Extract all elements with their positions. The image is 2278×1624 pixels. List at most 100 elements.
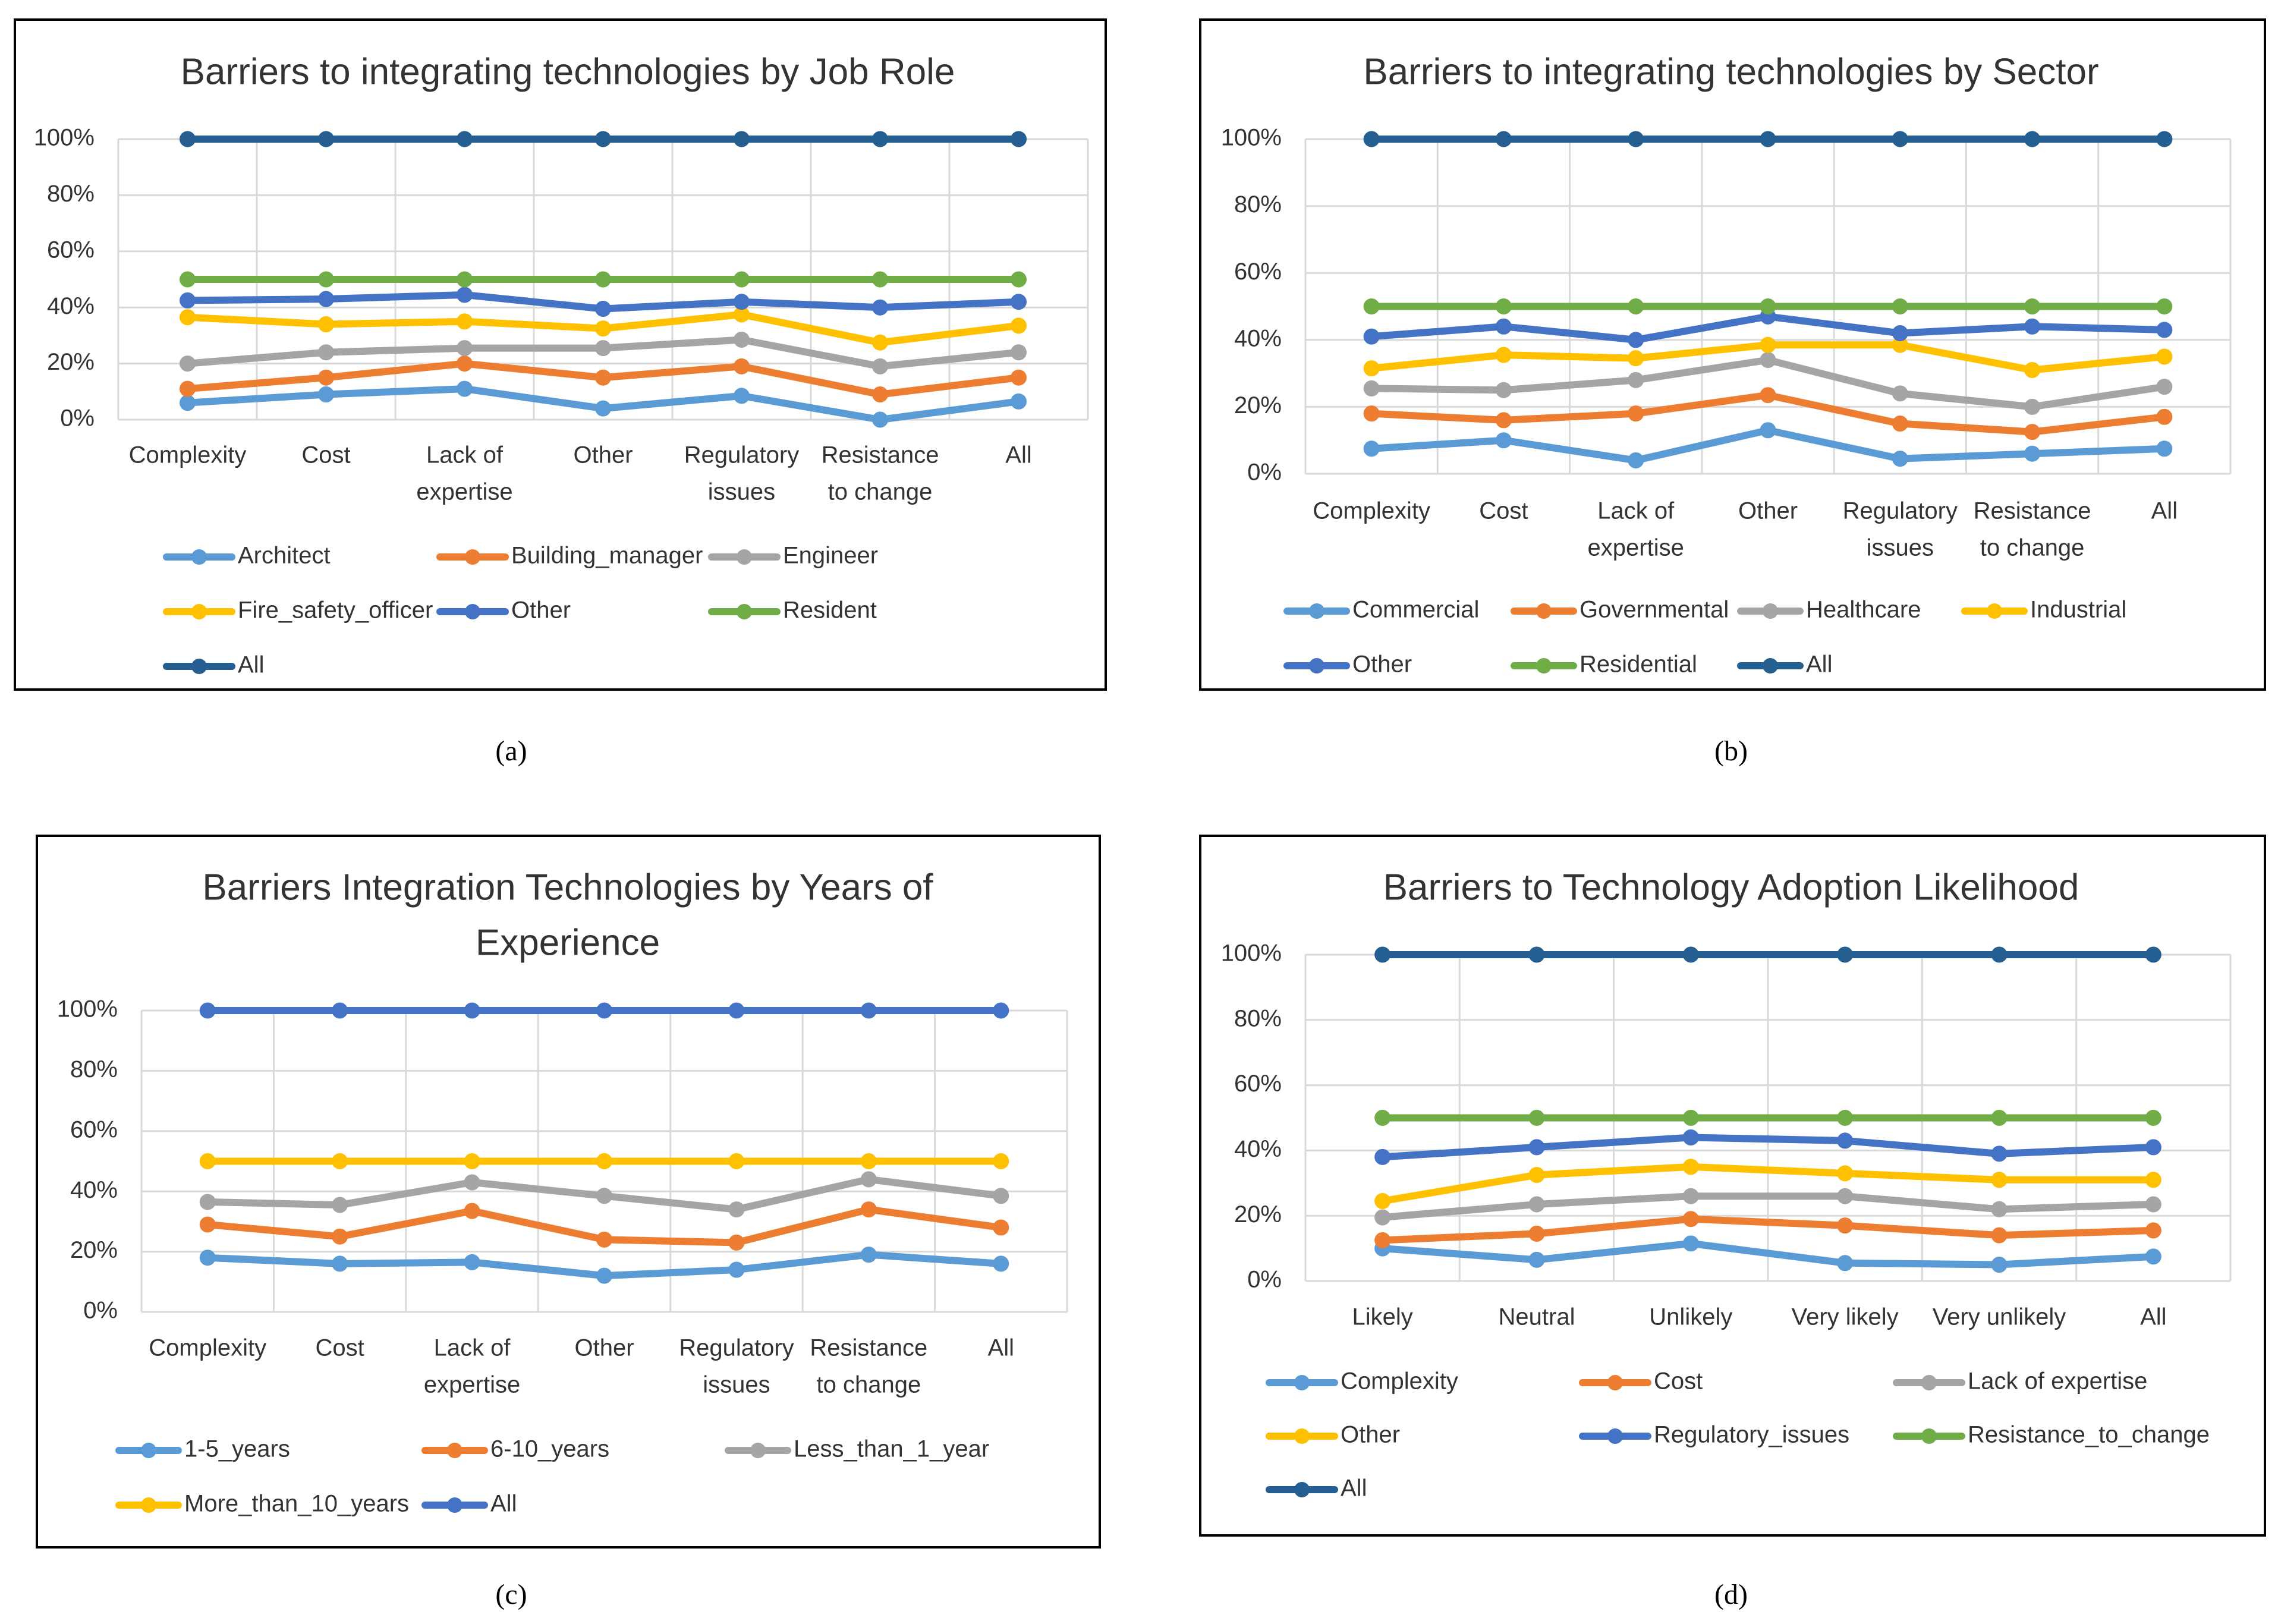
legend-label: Fire_safety_officer xyxy=(238,597,433,624)
data-point-Commercial xyxy=(2156,440,2173,457)
x-tick-label: Lack of xyxy=(1597,498,1675,524)
x-tick-label: Other xyxy=(574,1335,634,1361)
data-point-Cost xyxy=(1991,1227,2008,1244)
data-point-All xyxy=(596,1002,612,1019)
data-point-Fire_safety_officer xyxy=(872,334,888,351)
legend-swatch-marker xyxy=(191,549,207,565)
data-point-Governmental xyxy=(1363,405,1380,422)
chart-title: Barriers to integrating technologies by … xyxy=(181,51,955,92)
x-tick-label: All xyxy=(2140,1304,2166,1330)
data-point-All xyxy=(1628,131,1644,147)
data-point-Governmental xyxy=(1628,405,1644,422)
legend-swatch-marker xyxy=(1921,1375,1937,1390)
data-point-Lack of expertise xyxy=(1528,1196,1545,1213)
data-point-6-10_years xyxy=(993,1219,1009,1236)
data-point-Commercial xyxy=(1760,422,1776,439)
data-point-Other xyxy=(1011,294,1027,310)
legend-swatch-marker xyxy=(1987,603,2002,619)
data-point-Other xyxy=(1363,328,1380,345)
legend-label: Building_manager xyxy=(511,543,703,569)
data-point-Residential xyxy=(1628,298,1644,314)
x-tick-label: issues xyxy=(708,479,775,505)
data-point-Residential xyxy=(1363,298,1380,314)
data-point-6-10_years xyxy=(199,1216,216,1233)
data-point-All xyxy=(872,131,888,147)
data-point-Fire_safety_officer xyxy=(595,320,611,337)
x-tick-label: Resistance xyxy=(822,442,939,468)
y-tick-label: 80% xyxy=(47,181,95,207)
data-point-Healthcare xyxy=(2024,398,2041,415)
y-tick-label: 80% xyxy=(1234,1005,1282,1031)
data-point-Residential xyxy=(1495,298,1512,314)
legend-label: Healthcare xyxy=(1806,597,1921,623)
data-point-Building_manager xyxy=(180,380,196,397)
legend-label: Regulatory_issues xyxy=(1654,1422,1849,1448)
legend-swatch-marker xyxy=(1536,658,1552,673)
y-tick-label: 40% xyxy=(70,1177,118,1203)
data-point-Healthcare xyxy=(1495,382,1512,398)
data-point-All xyxy=(2024,131,2041,147)
data-point-All xyxy=(1374,946,1391,963)
data-point-Resistance_to_change xyxy=(2145,1110,2161,1126)
x-tick-label: All xyxy=(988,1335,1014,1361)
legend-swatch-marker xyxy=(1294,1428,1310,1444)
data-point-Less_than_1_year xyxy=(596,1188,612,1204)
legend-swatch-marker xyxy=(191,604,207,619)
data-point-Governmental xyxy=(2024,424,2041,440)
data-point-All xyxy=(595,131,611,147)
x-tick-label: Complexity xyxy=(1313,498,1430,524)
data-point-Other xyxy=(1528,1167,1545,1184)
x-tick-label: All xyxy=(2151,498,2178,524)
x-tick-label: Very unlikely xyxy=(1933,1304,2066,1330)
data-point-1-5_years xyxy=(728,1261,745,1278)
data-point-Architect xyxy=(318,386,334,403)
data-point-Governmental xyxy=(2156,408,2173,425)
data-point-All xyxy=(332,1002,348,1019)
data-point-Other xyxy=(318,291,334,307)
series-line-Regulatory_issues xyxy=(1379,1134,2157,1161)
data-point-Less_than_1_year xyxy=(464,1174,480,1191)
data-point-All xyxy=(2156,131,2173,147)
data-point-Architect xyxy=(872,411,888,428)
data-point-Industrial xyxy=(2156,348,2173,365)
data-point-All xyxy=(993,1002,1009,1019)
data-point-More_than_10_years xyxy=(728,1153,745,1169)
data-point-Healthcare xyxy=(2156,379,2173,395)
data-point-All xyxy=(457,131,473,147)
data-point-Governmental xyxy=(1760,387,1776,404)
data-point-Commercial xyxy=(1363,440,1380,457)
series-line-Complexity xyxy=(1379,1239,2157,1269)
x-tick-label: to change xyxy=(817,1372,921,1398)
legend-label: Resistance_to_change xyxy=(1968,1422,2210,1448)
data-point-Building_manager xyxy=(734,358,750,374)
legend-label: Residential xyxy=(1580,652,1697,678)
data-point-Engineer xyxy=(595,340,611,357)
legend-swatch-marker xyxy=(750,1443,766,1458)
data-point-Resistance_to_change xyxy=(1528,1110,1545,1126)
series-line-Other xyxy=(1379,1163,2157,1205)
data-point-Regulatory_issues xyxy=(1374,1148,1391,1165)
data-point-All xyxy=(464,1002,480,1019)
figure-caption: (b) xyxy=(1714,735,1748,767)
data-point-1-5_years xyxy=(332,1255,348,1272)
legend-label: Lack of expertise xyxy=(1968,1368,2147,1395)
data-point-Building_manager xyxy=(1011,369,1027,386)
figure-caption: (a) xyxy=(495,735,527,767)
data-point-1-5_years xyxy=(860,1247,877,1263)
y-tick-label: 0% xyxy=(60,405,95,432)
data-point-Other xyxy=(595,301,611,317)
chart-b: Barriers to integrating technologies by … xyxy=(1199,18,2266,691)
data-point-Complexity xyxy=(2145,1248,2161,1265)
y-tick-label: 100% xyxy=(1221,940,1282,967)
data-point-All xyxy=(1495,131,1512,147)
x-tick-label: expertise xyxy=(424,1372,520,1398)
y-tick-label: 20% xyxy=(47,349,95,375)
data-point-Other xyxy=(1374,1192,1391,1209)
data-point-Industrial xyxy=(1363,360,1380,377)
x-tick-label: Likely xyxy=(1352,1304,1413,1330)
series-line-Lack of expertise xyxy=(1379,1192,2157,1221)
data-point-Other xyxy=(1991,1172,2008,1188)
data-point-Less_than_1_year xyxy=(993,1188,1009,1204)
data-point-Residential xyxy=(1760,298,1776,314)
